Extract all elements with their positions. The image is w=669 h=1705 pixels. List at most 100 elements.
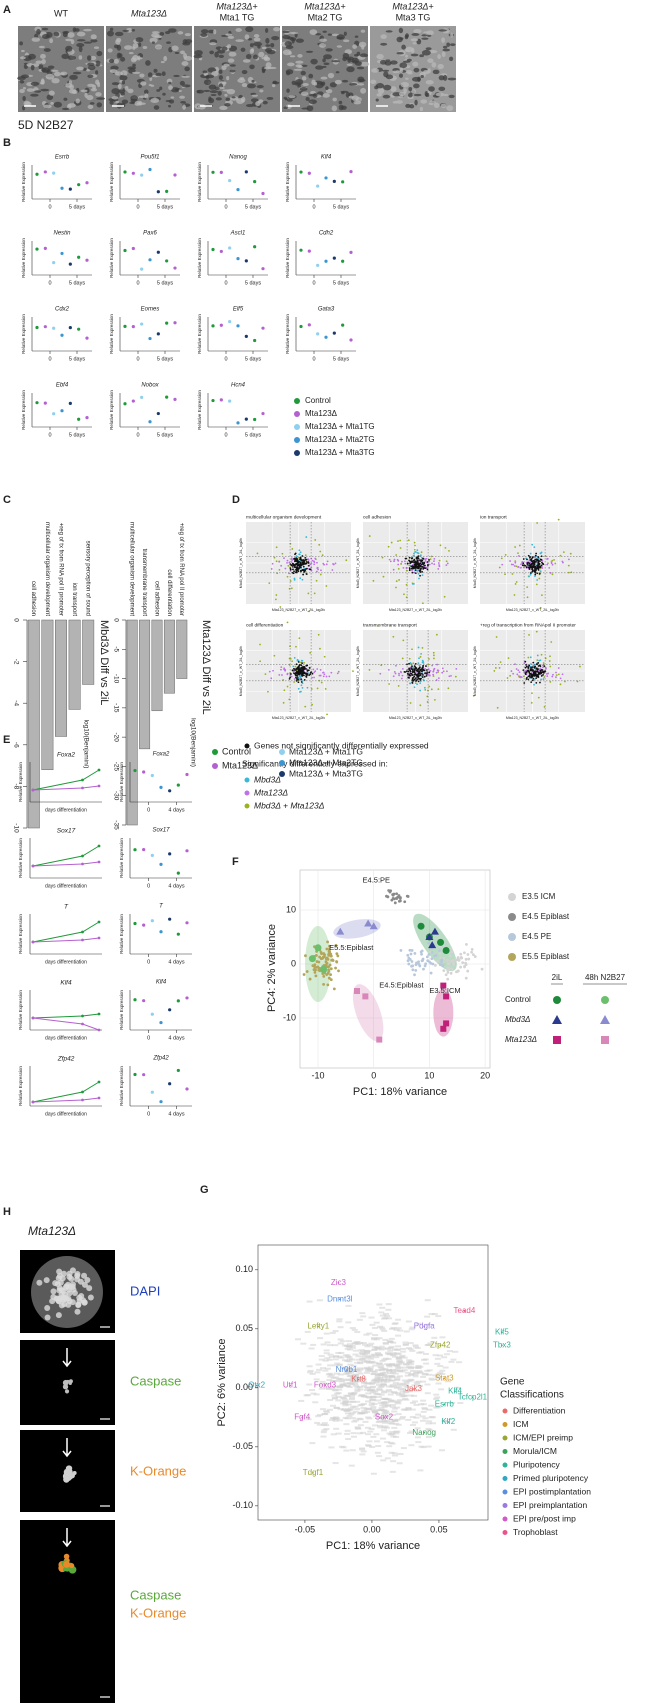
background-gene — [439, 1373, 446, 1376]
point — [412, 583, 414, 585]
point — [319, 573, 322, 576]
background-gene — [393, 1422, 400, 1425]
point — [534, 571, 537, 574]
point — [530, 676, 533, 679]
point — [303, 569, 306, 572]
legend-marker — [508, 953, 516, 961]
point — [316, 263, 320, 267]
background-gene — [406, 1380, 413, 1383]
point — [524, 660, 527, 663]
point — [388, 558, 391, 561]
cell — [302, 83, 309, 87]
background-gene — [434, 1362, 441, 1365]
legend-label: E5.5 Epiblast — [522, 952, 570, 961]
cell — [173, 74, 180, 77]
background-gene — [346, 1386, 353, 1389]
point — [302, 674, 304, 677]
background-gene — [365, 1386, 372, 1389]
point — [422, 664, 425, 667]
background-gene — [348, 1464, 355, 1467]
background-gene — [349, 1412, 356, 1415]
point — [412, 676, 415, 679]
point — [531, 570, 534, 573]
cell — [140, 81, 147, 86]
background-gene — [325, 1388, 332, 1391]
point — [521, 560, 524, 563]
point — [295, 671, 297, 674]
y-axis-label: Relative Expression — [119, 1066, 124, 1106]
point — [537, 563, 540, 566]
background-gene — [369, 1446, 376, 1449]
cell — [431, 62, 437, 68]
cell — [251, 79, 255, 83]
point — [336, 954, 340, 958]
x-tick-label: 0 — [224, 204, 227, 210]
background-gene — [372, 1354, 379, 1357]
background-gene — [408, 1444, 415, 1447]
point — [444, 547, 447, 549]
panel-label: A — [3, 4, 11, 16]
background-gene — [309, 1442, 316, 1445]
background-gene — [374, 1412, 381, 1415]
point — [408, 569, 411, 572]
cell — [209, 42, 217, 46]
legend-marker — [502, 1503, 508, 1508]
legend-label: Mbd3Δ — [254, 774, 281, 784]
point — [305, 561, 308, 563]
point — [522, 562, 525, 565]
cell — [36, 28, 41, 35]
cell — [95, 70, 99, 75]
point — [411, 567, 414, 570]
point — [304, 705, 307, 708]
background-gene — [316, 1413, 323, 1416]
point — [307, 559, 310, 561]
background-gene — [415, 1322, 422, 1325]
point — [542, 673, 544, 676]
background-gene — [372, 1364, 379, 1367]
cell — [420, 75, 424, 79]
point — [411, 670, 414, 672]
legend-label: Mbd3Δ + Mta123Δ — [254, 800, 325, 810]
cell — [135, 37, 144, 43]
background-gene — [375, 1353, 382, 1356]
background-gene — [343, 1370, 350, 1373]
cell — [30, 81, 40, 86]
point — [436, 663, 439, 666]
triangle-point — [428, 941, 437, 949]
point — [392, 675, 395, 678]
point — [165, 189, 169, 193]
background-gene — [298, 1399, 305, 1402]
point — [533, 560, 536, 563]
point — [459, 956, 463, 959]
point — [296, 564, 299, 567]
point — [314, 954, 318, 957]
gene-title: T — [159, 904, 164, 910]
cell — [131, 29, 136, 32]
background-gene — [372, 1334, 379, 1337]
point — [303, 678, 306, 681]
background-gene — [355, 1358, 362, 1361]
cell — [332, 97, 337, 102]
nucleus — [66, 1273, 73, 1280]
point — [518, 671, 521, 674]
bar — [68, 619, 81, 710]
background-gene — [408, 1360, 415, 1363]
background-gene — [420, 1380, 427, 1383]
point — [416, 559, 419, 562]
point — [431, 562, 433, 565]
point — [427, 663, 430, 666]
point — [414, 677, 417, 679]
nucleus — [69, 1299, 76, 1306]
background-gene — [410, 1369, 417, 1372]
background-gene — [385, 1379, 392, 1382]
point — [236, 421, 240, 425]
point — [77, 183, 81, 187]
background-gene — [439, 1369, 446, 1372]
cell — [168, 104, 172, 108]
gene-title: Zfp42 — [57, 1056, 75, 1063]
point — [295, 674, 298, 677]
point — [417, 552, 420, 555]
background-gene — [354, 1426, 361, 1429]
point — [416, 570, 419, 572]
panel-label: G — [200, 1184, 209, 1196]
